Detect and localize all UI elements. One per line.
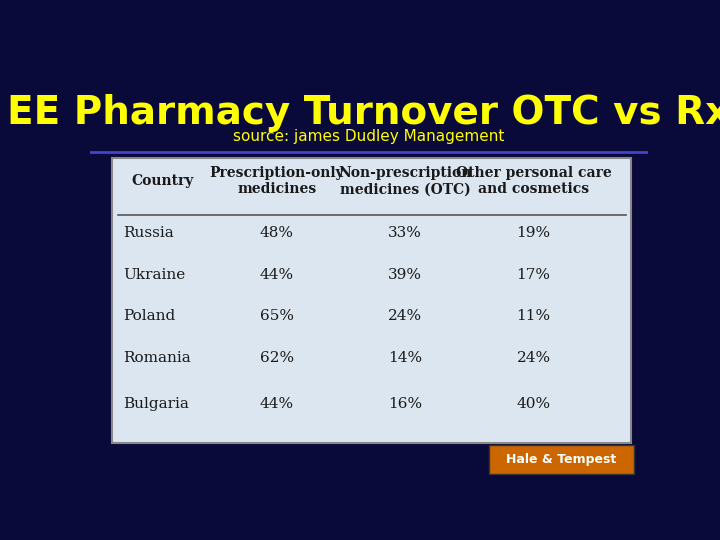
Text: 11%: 11% [516, 309, 551, 323]
Text: 62%: 62% [260, 351, 294, 365]
Text: 24%: 24% [516, 351, 551, 365]
Text: Poland: Poland [124, 309, 176, 323]
Text: Country: Country [131, 174, 194, 188]
Text: 17%: 17% [517, 268, 551, 282]
Text: 44%: 44% [260, 397, 294, 411]
Text: Russia: Russia [124, 226, 174, 240]
Text: 65%: 65% [260, 309, 294, 323]
Text: 33%: 33% [388, 226, 422, 240]
Text: 44%: 44% [260, 268, 294, 282]
Text: Ukraine: Ukraine [124, 268, 186, 282]
Text: 39%: 39% [388, 268, 422, 282]
FancyBboxPatch shape [112, 158, 631, 443]
Text: Prescription-only
medicines: Prescription-only medicines [210, 166, 344, 197]
Text: Other personal care
and cosmetics: Other personal care and cosmetics [456, 166, 611, 197]
Text: 19%: 19% [516, 226, 551, 240]
Text: 40%: 40% [516, 397, 551, 411]
Text: EE Pharmacy Turnover OTC vs Rx: EE Pharmacy Turnover OTC vs Rx [7, 94, 720, 132]
Text: source: james Dudley Management: source: james Dudley Management [233, 129, 505, 144]
Text: 24%: 24% [388, 309, 423, 323]
Text: 14%: 14% [388, 351, 423, 365]
Text: Hale & Tempest: Hale & Tempest [506, 453, 616, 466]
Text: Romania: Romania [124, 351, 192, 365]
Text: Non-prescription
medicines (OTC): Non-prescription medicines (OTC) [338, 166, 472, 197]
Text: 48%: 48% [260, 226, 294, 240]
Text: 16%: 16% [388, 397, 423, 411]
Text: Bulgaria: Bulgaria [124, 397, 189, 411]
FancyBboxPatch shape [489, 446, 634, 474]
